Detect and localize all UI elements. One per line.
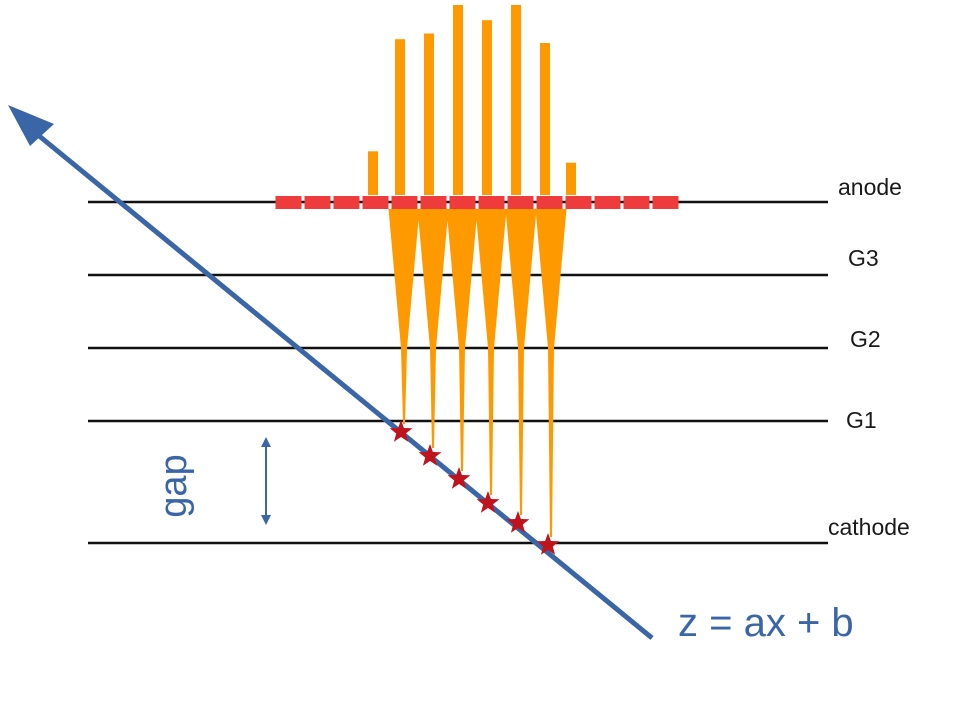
signal-bar [453,5,463,195]
drift-cone [475,209,507,495]
signal-histogram [368,5,576,196]
anode-pad [362,196,389,209]
ionization-star-icon [506,511,530,533]
g1-label: G1 [846,407,877,433]
signal-bar [511,5,521,195]
anode-pad [333,196,360,209]
track-equation: z = ax + b [678,601,854,645]
ionization-star-icon [476,491,500,513]
signal-bar [566,162,576,195]
signal-bar [424,33,434,195]
anode-pad [594,196,621,209]
ionization-star-icon [418,444,442,466]
anode-pad [304,196,331,209]
anode-pad [507,196,534,209]
anode-pad [391,196,418,209]
anode-pad [478,196,505,209]
drift-cone [388,209,420,424]
track-arrowhead-icon [8,105,54,146]
electron-drift-cones [388,209,567,537]
drift-cone [417,209,449,448]
anode-pad [652,196,679,209]
drift-cone [535,209,567,537]
ionization-star-icon [447,467,471,489]
anode-pad [623,196,650,209]
particle-track [8,105,654,640]
ionization-star-icon [536,533,560,555]
g3-label: G3 [848,245,879,271]
drift-cone [505,209,537,515]
signal-bar [368,151,378,195]
ionization-points [389,420,560,555]
anode-pad [275,196,302,209]
signal-bar [395,39,405,196]
anode-label: anode [838,174,902,200]
anode-pad [565,196,592,209]
anode-pads [275,196,679,209]
anode-pad [536,196,563,209]
g2-label: G2 [850,326,881,352]
ionization-star-icon [389,420,413,442]
anode-pad [449,196,476,209]
track-line [36,133,654,640]
anode-pad [420,196,447,209]
signal-bar [482,20,492,196]
gap-label: gap [153,454,195,517]
signal-bar [540,43,550,195]
cathode-label: cathode [828,514,910,540]
gap-indicator: gap [153,437,271,525]
drift-cone [446,209,478,471]
